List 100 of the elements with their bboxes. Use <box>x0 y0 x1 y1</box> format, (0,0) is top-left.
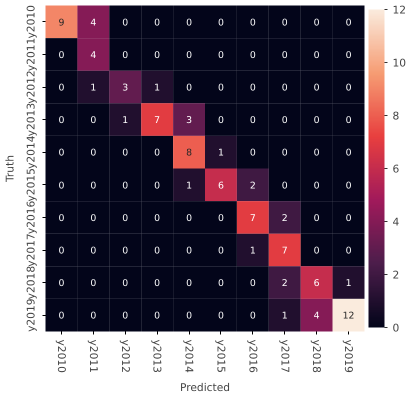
data-label: 0 <box>58 310 64 322</box>
data-label: 0 <box>154 148 160 159</box>
data-label: 0 <box>250 148 256 159</box>
y-tick-label: y2019 <box>24 298 38 332</box>
data-label: 0 <box>282 148 288 159</box>
x-tick-label: y2010 <box>54 340 68 374</box>
data-label: 0 <box>58 212 64 224</box>
data-label: 0 <box>314 246 320 256</box>
data-label: 0 <box>218 212 224 224</box>
color-bar-label: 10 <box>392 56 406 70</box>
data-label: 0 <box>218 115 224 126</box>
data-label: 0 <box>186 50 192 61</box>
data-label: 0 <box>122 50 128 61</box>
color-bar-label: 4 <box>392 216 400 228</box>
x-tick-label: y2012 <box>118 340 132 373</box>
data-label: 3 <box>186 115 192 126</box>
data-label: 0 <box>154 17 160 28</box>
data-label: 0 <box>58 82 64 94</box>
data-label: 0 <box>58 115 64 126</box>
data-label: 0 <box>250 17 256 28</box>
data-label: 9 <box>58 17 64 28</box>
data-label: 0 <box>282 180 288 192</box>
data-label: 0 <box>122 246 128 256</box>
data-label: 0 <box>218 246 224 256</box>
data-label: 12 <box>342 310 354 322</box>
y-tick-label: y2010 <box>24 4 38 39</box>
data-label: 0 <box>186 17 192 28</box>
data-label: 2 <box>250 180 256 192</box>
data-label: 1 <box>250 246 256 256</box>
y-tick-label: y2018 <box>24 266 38 300</box>
data-label: 0 <box>218 278 224 290</box>
data-label: 0 <box>58 148 64 159</box>
data-label: 0 <box>282 17 288 28</box>
data-label: 0 <box>154 246 160 256</box>
x-tick-label: y2013 <box>150 340 164 373</box>
color-bar-label: 0 <box>392 322 400 334</box>
data-label: 0 <box>90 310 96 322</box>
data-label: 0 <box>58 278 64 290</box>
data-label: 1 <box>186 180 192 192</box>
data-label: 0 <box>250 310 256 322</box>
data-label: 0 <box>154 310 160 322</box>
data-label: 1 <box>154 82 160 94</box>
data-label: 2 <box>282 278 288 290</box>
data-label: 0 <box>314 180 320 192</box>
y-tick-label: y2015 <box>24 168 38 202</box>
data-label: 0 <box>250 82 256 94</box>
data-label: 6 <box>218 180 224 192</box>
data-label: 0 <box>218 310 224 322</box>
data-label: 0 <box>122 212 128 224</box>
data-label: 0 <box>186 212 192 224</box>
y-tick-label: y2017 <box>24 233 38 267</box>
x-tick-label: y2014 <box>182 340 196 374</box>
data-label: 0 <box>90 115 96 126</box>
data-label: 0 <box>346 82 352 94</box>
data-label: 0 <box>154 278 160 290</box>
data-label: 0 <box>314 17 320 28</box>
data-label: 0 <box>122 148 128 159</box>
y-tick-label: y2012 <box>24 70 38 104</box>
data-label: 0 <box>218 17 224 28</box>
data-label: 0 <box>186 82 192 94</box>
y-tick-label: y2011 <box>24 38 38 72</box>
data-label: 0 <box>346 180 352 192</box>
data-label: 3 <box>122 82 128 94</box>
data-label: 7 <box>154 115 160 126</box>
data-label: 0 <box>154 212 160 224</box>
data-label: 0 <box>250 278 256 290</box>
y-axis-title: Truth <box>4 154 16 184</box>
color-bar-label: 12 <box>392 4 406 16</box>
data-label: 0 <box>154 50 160 61</box>
data-label: 0 <box>282 50 288 61</box>
data-label: 0 <box>186 246 192 256</box>
data-label: 0 <box>314 212 320 224</box>
data-label: 0 <box>58 180 64 192</box>
data-label: 0 <box>122 278 128 290</box>
data-label: 0 <box>58 50 64 61</box>
data-label: 0 <box>90 278 96 290</box>
data-label: 0 <box>250 50 256 61</box>
data-label: 4 <box>314 310 320 322</box>
y-tick-label: y2016 <box>24 200 38 234</box>
data-label: 0 <box>154 180 160 192</box>
data-label: 1 <box>90 82 96 94</box>
data-label: 2 <box>282 212 288 224</box>
data-label: 1 <box>282 310 288 322</box>
data-label: 0 <box>122 310 128 322</box>
data-label: 0 <box>346 115 352 126</box>
data-label: 0 <box>346 246 352 256</box>
color-bar-label: 8 <box>392 110 400 122</box>
data-label: 4 <box>90 17 96 28</box>
data-label: 1 <box>346 278 352 290</box>
data-label: 0 <box>250 115 256 126</box>
data-label: 1 <box>218 148 224 159</box>
data-label: 0 <box>346 17 352 28</box>
data-label: 7 <box>282 246 288 256</box>
data-label: 0 <box>122 180 128 192</box>
data-label: 0 <box>314 148 320 159</box>
data-label: 0 <box>218 50 224 61</box>
data-label: 0 <box>58 246 64 256</box>
data-label: 0 <box>90 180 96 192</box>
data-label: 0 <box>346 50 352 61</box>
data-label: 0 <box>90 246 96 256</box>
